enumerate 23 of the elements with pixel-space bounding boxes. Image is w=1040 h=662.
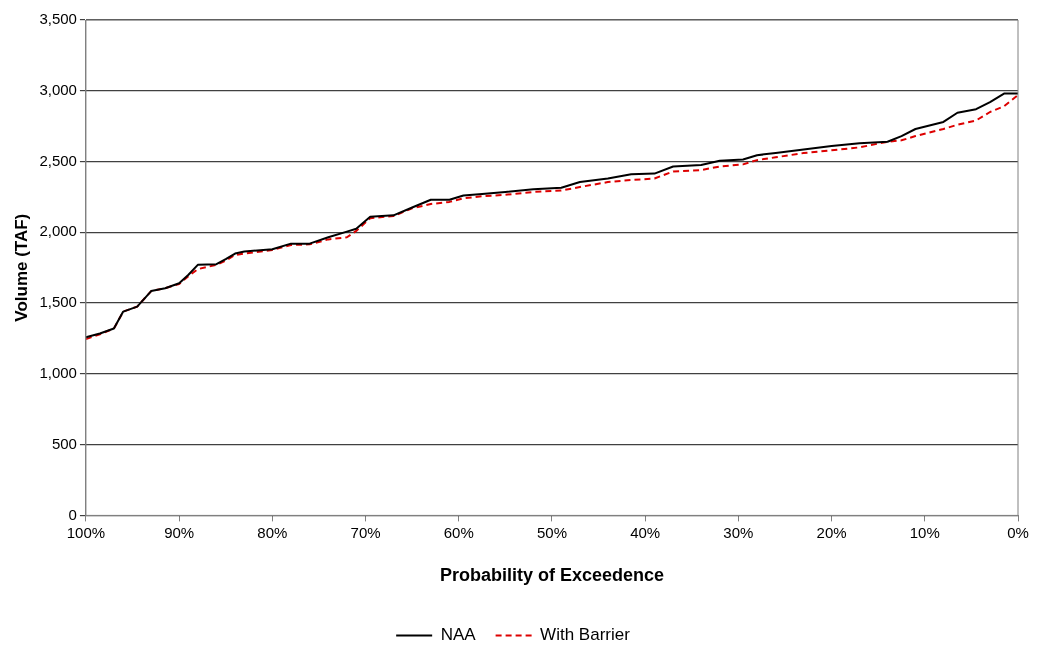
y-tick-label: 1,000 — [39, 364, 77, 381]
y-axis-title: Volume (TAF) — [11, 213, 31, 322]
y-tick-label: 2,000 — [39, 222, 77, 240]
x-tick-label: 90% — [164, 523, 195, 541]
y-tick-label: 2,500 — [39, 151, 77, 169]
x-tick-label: 60% — [443, 523, 474, 541]
x-tick-label: 30% — [723, 523, 754, 541]
x-tick-label: 50% — [536, 523, 567, 541]
y-tick-label: 0 — [68, 505, 77, 523]
legend-label: With Barrier — [540, 625, 631, 645]
x-tick-label: 20% — [816, 523, 847, 541]
y-tick-label: 500 — [51, 434, 77, 452]
y-tick-label: 3,000 — [39, 80, 77, 98]
x-tick-label: 40% — [630, 523, 661, 541]
x-tick-label: 0% — [1007, 523, 1029, 541]
y-tick-label: 1,500 — [39, 293, 77, 311]
x-axis-title: Probability of Exceedence — [439, 565, 665, 586]
x-tick-label: 100% — [66, 523, 106, 541]
x-tick-label: 80% — [257, 523, 288, 541]
legend-label: NAA — [440, 625, 477, 645]
y-tick-label: 3,500 — [39, 10, 77, 28]
x-tick-label: 10% — [909, 523, 940, 541]
x-tick-label: 70% — [350, 523, 381, 541]
